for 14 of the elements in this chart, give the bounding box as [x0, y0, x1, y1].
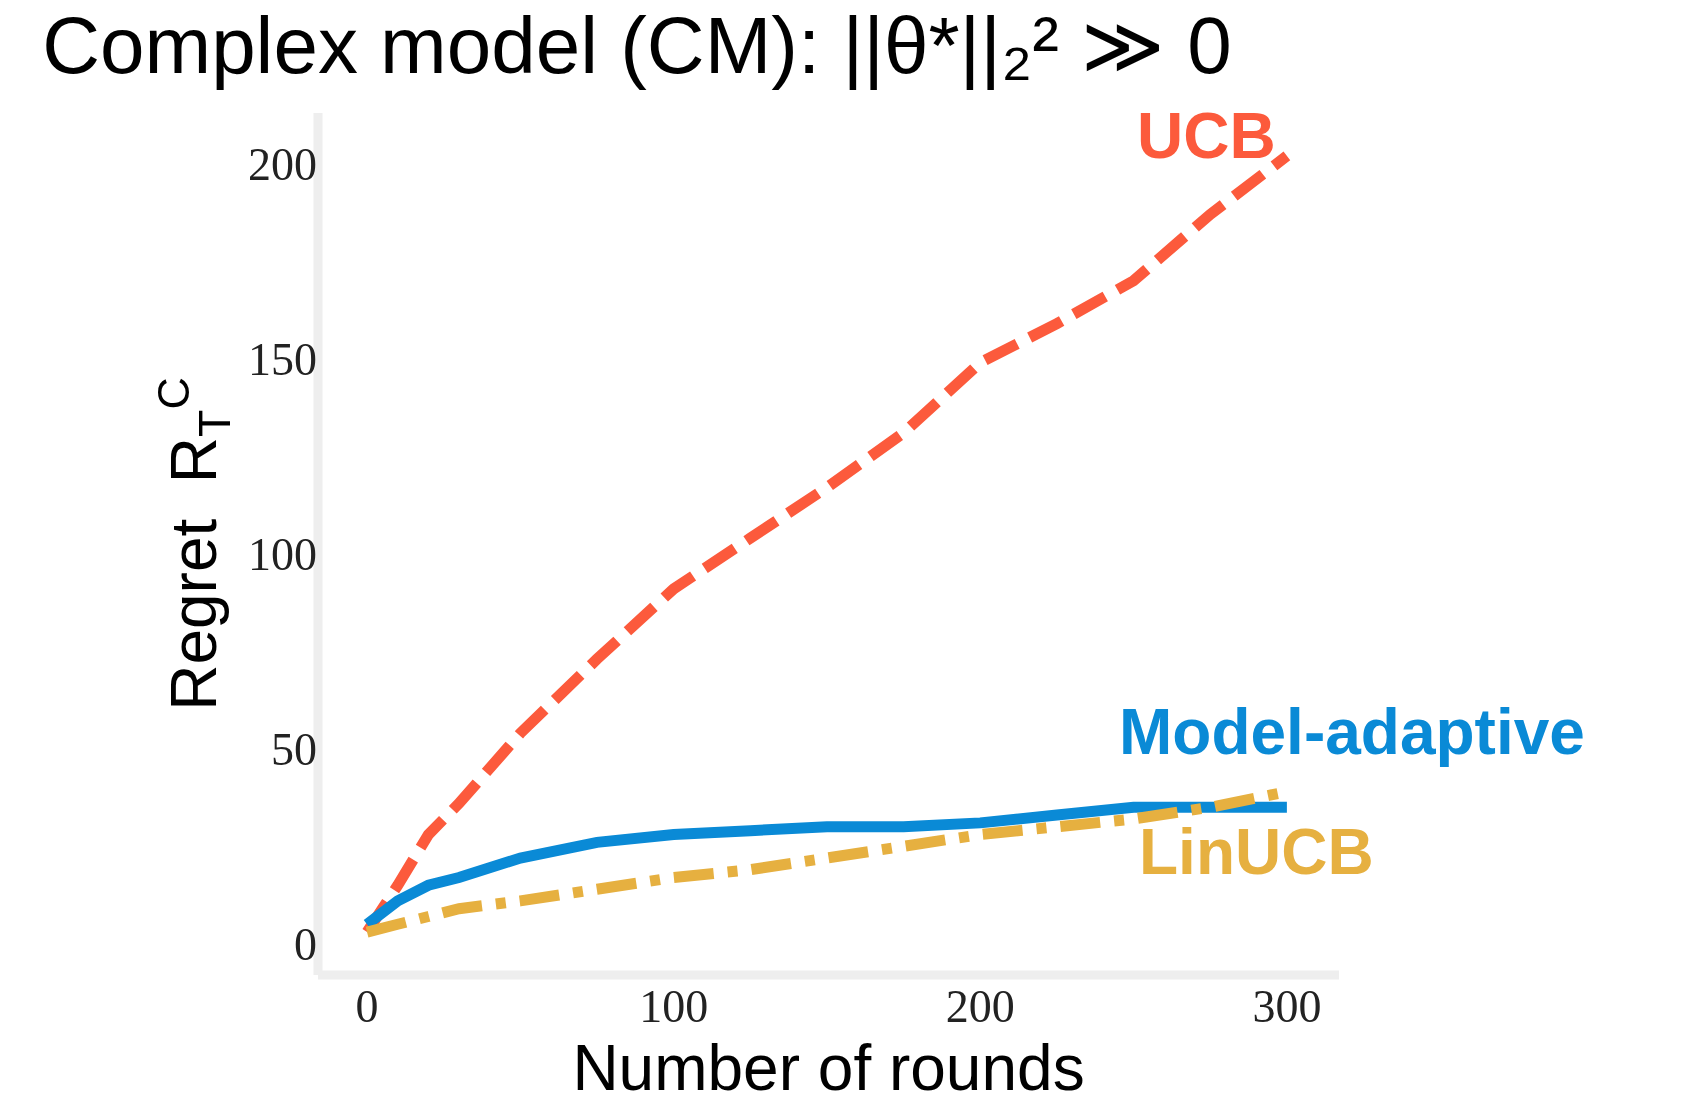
y-tick-label: 150 [248, 333, 317, 385]
series-label: UCB [1137, 100, 1276, 172]
x-axis-title: Number of rounds [572, 1032, 1085, 1104]
series-label: LinUCB [1139, 816, 1374, 888]
y-tick-label: 200 [248, 138, 317, 190]
chart-title: Complex model (CM): ||θ*||₂² ≫ 0 [42, 0, 1232, 90]
y-tick-label: 0 [294, 918, 317, 970]
series-label: Model-adaptive [1119, 696, 1585, 768]
y-tick-label: 50 [271, 723, 317, 775]
x-tick-label: 200 [945, 981, 1015, 1032]
x-tick-label: 100 [639, 981, 709, 1032]
x-tick-label: 300 [1252, 981, 1322, 1032]
y-tick-label: 100 [248, 528, 317, 580]
x-tick-label: 0 [355, 981, 379, 1032]
